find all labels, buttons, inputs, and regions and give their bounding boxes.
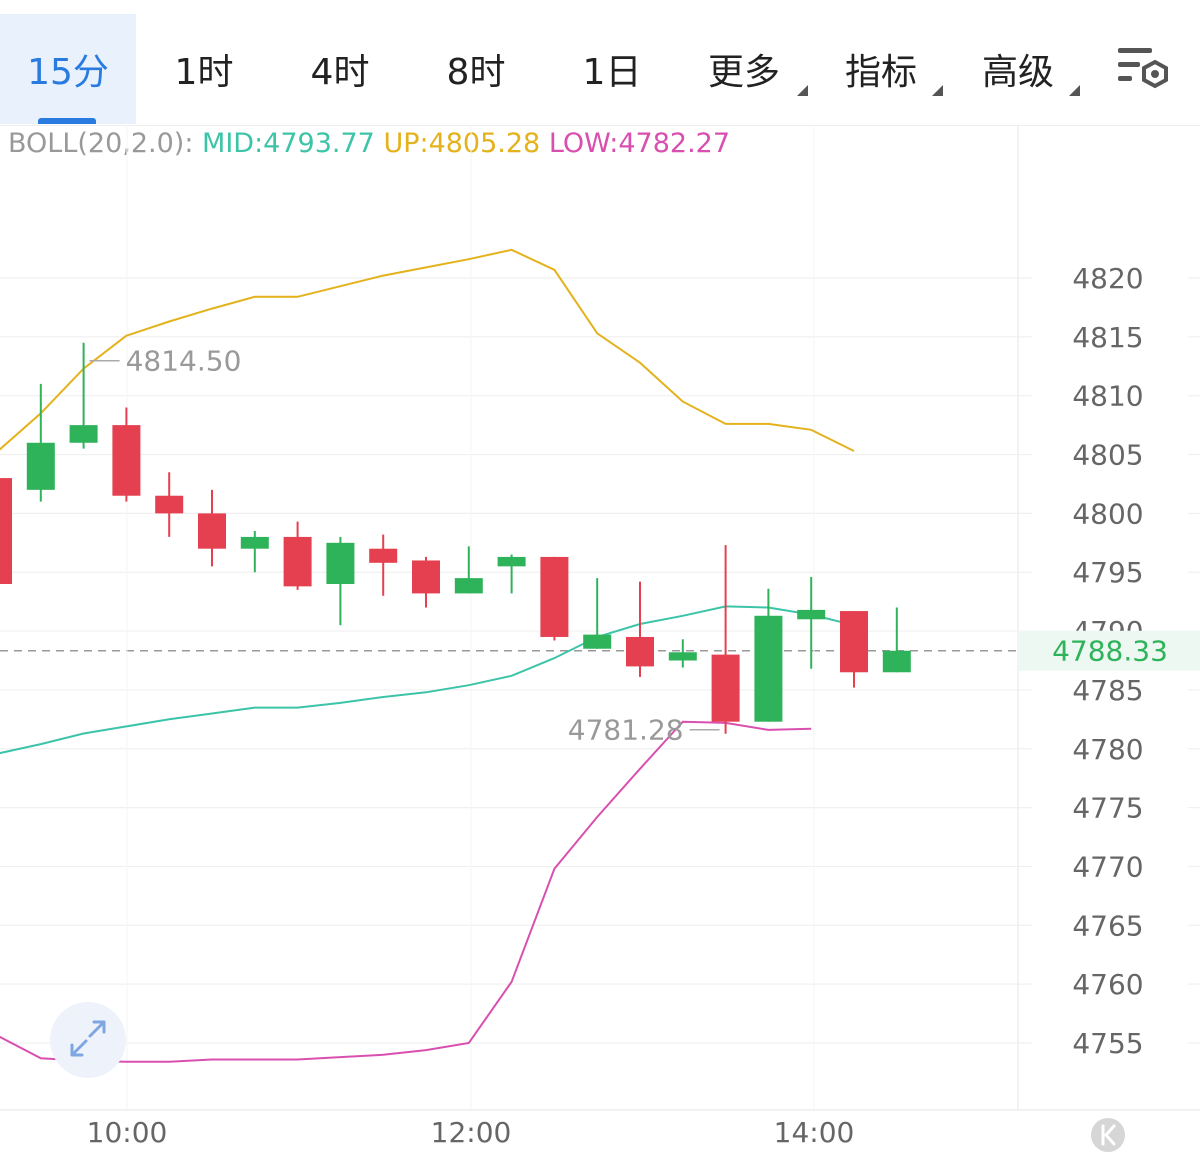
y-tick-label: 4805: [1072, 439, 1143, 472]
candle-body: [840, 611, 868, 673]
candle-body: [626, 636, 654, 667]
bollinger-bands: [0, 248, 855, 1063]
boll-name: BOLL(20,2.0):: [8, 128, 194, 159]
tab-indicators[interactable]: 指标: [845, 14, 943, 124]
boll-mid-line: [0, 605, 855, 755]
candle-body: [454, 578, 483, 594]
boll-low-value: LOW:4782.27: [548, 128, 731, 159]
boll-indicator-legend: BOLL(20,2.0): MID:4793.77 UP:4805.28 LOW…: [8, 128, 730, 159]
y-tick-label: 4815: [1072, 321, 1143, 354]
candle-body: [797, 609, 826, 620]
dropdown-triangle-icon: [797, 85, 808, 96]
current-price-tag: [1018, 630, 1200, 671]
chart-settings-gear-icon[interactable]: [1112, 40, 1172, 96]
y-tick-label: 4810: [1072, 380, 1143, 413]
candle-body: [283, 536, 312, 587]
tab-8hour[interactable]: 8时: [436, 14, 516, 124]
y-tick-label: 4765: [1072, 909, 1143, 942]
candle-body: [540, 556, 569, 637]
high-annotation-label: 4814.50: [126, 345, 242, 378]
candlestick-chart[interactable]: 4814.50 4781.28 4820 4815 4810 4805 4800 4795 4…: [0, 125, 1200, 1157]
tab-more[interactable]: 更多: [708, 14, 808, 124]
x-tick-label: 14:00: [774, 1116, 855, 1149]
jump-to-latest-icon[interactable]: [1091, 1118, 1125, 1152]
tab-label: 高级: [982, 52, 1055, 93]
dropdown-triangle-icon: [932, 85, 943, 96]
y-tick-label: 4780: [1072, 733, 1143, 766]
candle-body: [0, 478, 12, 584]
boll-low-line: [0, 720, 812, 1063]
tab-1day[interactable]: 1日: [572, 14, 652, 124]
y-tick-label: 4785: [1072, 674, 1143, 707]
y-tick-label: 4770: [1072, 850, 1143, 883]
candle-body: [754, 615, 783, 722]
tab-label: 8时: [446, 52, 506, 93]
y-tick-label: 4775: [1072, 792, 1143, 825]
tab-advanced[interactable]: 高级: [982, 14, 1080, 124]
candle-body: [198, 513, 226, 549]
y-tick-label: 4760: [1072, 968, 1143, 1001]
y-tick-label: 4795: [1072, 556, 1143, 589]
active-tab-indicator: [38, 118, 96, 124]
boll-up-value: UP:4805.28: [383, 128, 541, 159]
candle-body: [711, 654, 740, 722]
candle-body: [240, 536, 269, 549]
x-tick-label: 12:00: [431, 1116, 512, 1149]
candle-body: [412, 560, 440, 594]
tab-4hour[interactable]: 4时: [300, 14, 380, 124]
candles: [0, 342, 911, 734]
tab-label: 1日: [582, 52, 642, 93]
boll-up-line: [0, 248, 855, 452]
dropdown-triangle-icon: [1069, 85, 1080, 96]
y-tick-label: 4800: [1072, 497, 1143, 530]
y-axis: 4820481548104805480047954790478547804775…: [1018, 262, 1200, 1060]
candle-body: [112, 425, 141, 496]
current-price-label: 4788.33: [1052, 635, 1168, 668]
tab-label: 1时: [174, 52, 234, 93]
candle-body: [497, 556, 526, 567]
candle-body: [882, 650, 911, 673]
tab-15min[interactable]: 15分: [0, 14, 136, 124]
candle-body: [668, 652, 697, 661]
price-annotations: 4814.50 4781.28: [89, 345, 720, 747]
candle-body: [369, 548, 398, 563]
x-axis: 10:00 12:00 14:00: [87, 1116, 855, 1149]
tab-1hour[interactable]: 1时: [164, 14, 244, 124]
tab-label: 15分: [27, 52, 109, 93]
y-tick-label: 4820: [1072, 262, 1143, 295]
candle-body: [69, 425, 98, 443]
gridlines: [0, 125, 1200, 1110]
timeframe-tab-bar: 15分 1时 4时 8时 1日 更多 指标 高级: [0, 0, 1200, 126]
tab-label: 指标: [845, 52, 918, 93]
candle-body: [26, 442, 55, 490]
y-tick-label: 4755: [1072, 1027, 1143, 1060]
expand-arrows-icon[interactable]: [50, 1002, 126, 1078]
low-annotation-label: 4781.28: [568, 714, 684, 747]
candle-body: [326, 542, 355, 584]
candle-body: [583, 634, 612, 649]
tab-label: 4时: [310, 52, 370, 93]
boll-mid-value: MID:4793.77: [202, 128, 375, 159]
candle-body: [155, 495, 184, 514]
tab-label: 更多: [708, 52, 781, 93]
x-tick-label: 10:00: [87, 1116, 168, 1149]
